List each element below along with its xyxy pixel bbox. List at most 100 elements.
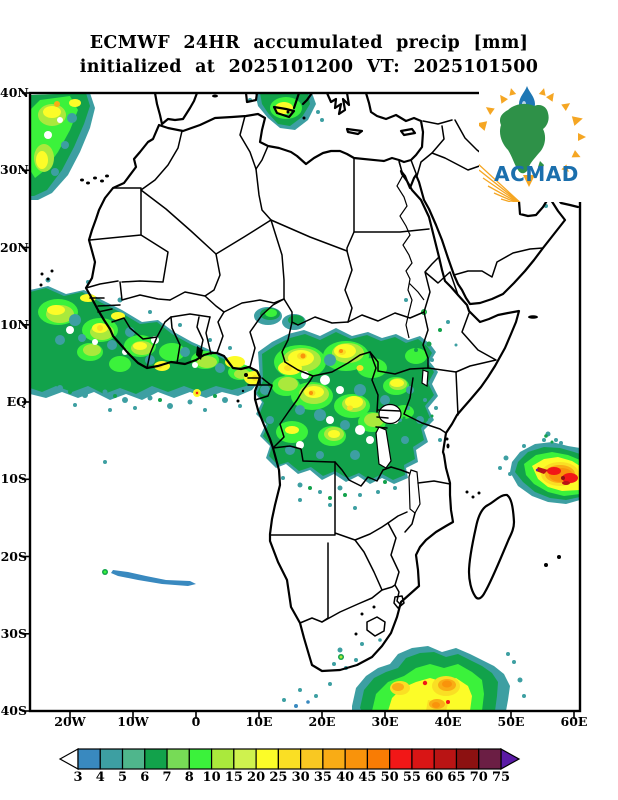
colorbar-tick-label: 8 — [184, 770, 194, 785]
colorbar-tick-label: 5 — [117, 770, 128, 785]
colorbar-tick-label: 40 — [336, 770, 355, 785]
precip-tropical-system-east — [498, 431, 580, 504]
colorbar-tick-label: 75 — [491, 770, 511, 785]
coast-madagascar — [467, 493, 516, 600]
lat-tick-label: 10S — [0, 471, 27, 487]
colorbar-cell — [411, 748, 435, 770]
colorbar-cell — [455, 748, 480, 770]
comoros-islands — [465, 490, 469, 494]
madagascar-icon — [538, 161, 544, 172]
colorbar-arrow — [58, 747, 79, 771]
lat-tick-label: 30N — [0, 162, 29, 178]
lake-turkana — [421, 369, 429, 388]
colorbar-tick-label: 45 — [358, 770, 377, 785]
colorbar-cell — [322, 748, 346, 770]
colorbar-tick-label: 25 — [269, 770, 288, 785]
precip-congo-basin — [193, 328, 442, 510]
zanzibar-island — [446, 443, 450, 449]
lat-tick-label: 10N — [0, 316, 29, 332]
colorbar-cell — [121, 748, 146, 770]
colorbar-tick-label: 15 — [224, 770, 243, 785]
coast-italy-calabria — [292, 93, 301, 110]
lake-malawi — [408, 469, 421, 514]
lake-victoria — [378, 403, 402, 425]
colorbar-cell — [144, 748, 168, 770]
coast-greece — [325, 93, 351, 116]
colorbar-tick-label: 30 — [291, 770, 310, 785]
colorbar-cell — [344, 748, 369, 770]
colorbar-cell — [99, 748, 124, 770]
colorbar-tick-label: 60 — [425, 770, 444, 785]
colorbar-cell — [433, 748, 458, 770]
lat-tick-label: 20S — [0, 548, 27, 564]
lon-tick-label: 20E — [308, 714, 336, 729]
precip-south-atlantic-streak — [102, 569, 196, 586]
lat-tick-label: 20N — [0, 239, 29, 255]
coast-sicily — [272, 105, 296, 119]
coast-africa-eurasia — [84, 93, 580, 673]
colorbar-cell — [166, 748, 190, 770]
colorbar-tick-label: 3 — [73, 770, 83, 785]
precipitation-field — [30, 93, 580, 711]
title-line-2: initialized at 2025101200 VT: 2025101500 — [79, 57, 539, 77]
acmad-logo-text: ACMAD — [494, 162, 579, 186]
colorbar-cell — [389, 748, 413, 770]
colorbar-cell — [77, 748, 101, 770]
coast-italy-heel — [301, 93, 314, 106]
pemba-island — [445, 437, 449, 441]
colorbar-tick-label: 35 — [313, 770, 332, 785]
colorbar-tick-label: 10 — [202, 770, 221, 785]
border-lesotho — [366, 616, 386, 637]
precip-storm-bottom-right — [282, 638, 526, 711]
colorbar-tick-label: 7 — [162, 770, 172, 785]
lon-tick-label: 30E — [371, 714, 399, 729]
colorbar-cell — [478, 748, 502, 770]
precip-west-africa-band — [30, 277, 306, 464]
coast-sardinia — [244, 93, 259, 104]
sao-tome-island — [236, 399, 240, 403]
canary-islands — [80, 178, 84, 182]
colorbar-tick-label: 6 — [140, 770, 150, 785]
acmad-logo: ACMAD — [475, 84, 594, 207]
colorbar-cell — [210, 748, 235, 770]
lon-tick-label: 10W — [117, 714, 149, 729]
lon-tick-label: 20W — [54, 714, 86, 729]
colorbar-tick-label: 70 — [469, 770, 488, 785]
colorbar-tick-label: 20 — [247, 770, 266, 785]
border-eswatini — [393, 595, 405, 609]
lakes — [196, 346, 429, 514]
colorbar-cell — [255, 748, 279, 770]
colorbar-graphic — [58, 747, 521, 771]
mauritius-island — [557, 555, 561, 559]
socotra-island — [528, 315, 538, 319]
acmad-logo-graphic — [475, 86, 586, 207]
axis-ticks — [22, 92, 575, 719]
lon-tick-label: 60E — [560, 714, 588, 729]
colorbar-tick-label: 50 — [380, 770, 399, 785]
small-islands — [39, 94, 561, 636]
cape-verde-islands — [40, 272, 44, 276]
title-line-1: ECMWF 24HR accumulated precip [mm] — [89, 33, 529, 53]
country-borders — [85, 115, 544, 637]
colorbar-cell — [233, 748, 257, 770]
coast-crete — [345, 127, 364, 136]
lat-tick-label: 40S — [0, 703, 27, 718]
bioko-island — [244, 373, 248, 377]
lon-tick-label: 50E — [497, 714, 525, 729]
colorbar-tick-label: 65 — [447, 770, 466, 785]
colorbar-cell — [188, 748, 213, 770]
terrain-dot — [360, 612, 364, 616]
colorbar-cell — [277, 748, 302, 770]
colorbar-tick-label: 55 — [402, 770, 421, 785]
precip-ethiopia-cells — [404, 199, 554, 362]
lat-tick-label: 30S — [0, 625, 27, 641]
precip-mediterranean — [248, 93, 324, 130]
colorbar-cell — [366, 748, 391, 770]
lon-tick-label: 40E — [434, 714, 462, 729]
principe-island — [241, 389, 245, 393]
coast-cyprus — [399, 127, 417, 137]
sun-rays-icon — [475, 161, 525, 207]
colorbar-arrow — [500, 747, 521, 771]
lake-tanganyika — [375, 426, 392, 469]
